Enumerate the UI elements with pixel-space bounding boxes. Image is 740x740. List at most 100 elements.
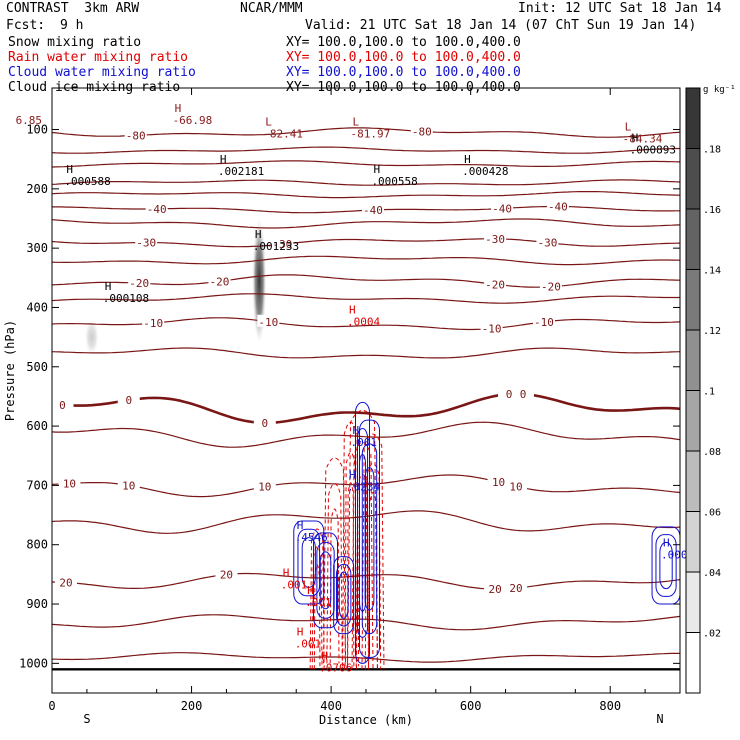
cloud-water-contour-5-2 (659, 541, 673, 590)
extremum-marker-9: H (464, 153, 471, 166)
temperature-contour--50 (52, 179, 680, 186)
temperature-label-bg (410, 124, 433, 137)
temperature-label--20: -20 (541, 281, 561, 294)
temperature-contour--5 (52, 347, 680, 359)
extremum-label-12: .0004 (347, 316, 380, 329)
colorbar-segment-7 (686, 209, 700, 270)
temperature-label--20: -20 (485, 278, 505, 291)
y-tick-label-300: 300 (26, 241, 48, 255)
forecast-hour: 9 h (60, 18, 84, 33)
x-tick-label-0: 0 (48, 699, 55, 713)
temperature-label-bg (135, 235, 158, 248)
temperature-label--40: -40 (147, 203, 167, 216)
colorbar-tick-label-2: .06 (703, 508, 721, 519)
temperature-contour--60 (52, 160, 680, 168)
extremum-marker-8: H (373, 163, 380, 176)
x-tick-label-600: 600 (460, 699, 482, 713)
temperature-label-bg (532, 314, 555, 327)
temperature-label-bg (546, 199, 569, 212)
colorbar-segment-8 (686, 148, 700, 209)
cloud-water-contour-0-0 (293, 520, 325, 605)
temperature-label--30: -30 (485, 233, 505, 246)
extremum-marker-15: H (297, 519, 304, 532)
rain-contour-0-0 (309, 528, 325, 670)
init-time: Init: 12 UTC Sat 18 Jan 14 (518, 1, 722, 16)
y-tick-label-1000: 1000 (19, 656, 48, 670)
temperature-label-bg (253, 415, 276, 428)
temperature-label-bg (145, 201, 168, 214)
extremum-marker-3: L (353, 116, 360, 129)
colorbar-segment-3 (686, 451, 700, 512)
extremum-marker-1: H (175, 102, 182, 115)
temperature-label-10: 10 (509, 480, 522, 493)
extremum-marker-17: H (307, 584, 314, 597)
extremum-label-8: .000558 (371, 175, 417, 188)
cloud-water-contour-0-1 (297, 528, 321, 597)
x-tick-label-400: 400 (320, 699, 342, 713)
temperature-label-bg (484, 582, 507, 595)
y-tick-label-400: 400 (26, 300, 48, 314)
extremum-marker-10: H (255, 228, 262, 241)
temperature-label-20: 20 (59, 576, 72, 589)
extremum-marker-5: H (220, 153, 227, 166)
colorbar-tick-label-6: .14 (703, 266, 721, 277)
temperature-label-bg (117, 478, 140, 491)
colorbar-segment-1 (686, 572, 700, 633)
snow-field-name: Snow mixing ratio (8, 35, 142, 50)
snow-field-xy: XY= 100.0,100.0 to 100.0,400.0 (286, 35, 521, 50)
temperature-label-bg (487, 475, 510, 488)
temperature-label-20: 20 (509, 582, 522, 595)
temperature-label-0: 0 (506, 388, 513, 401)
extremum-label-14: .0234 (347, 480, 380, 493)
extremum-label-13: .001 (351, 436, 378, 449)
extremum-marker-4: L (625, 120, 632, 133)
extremum-marker-18: H (297, 626, 304, 639)
temperature-label-bg (271, 237, 294, 250)
rain-field-name: Rain water mixing ratio (8, 50, 189, 65)
temperature-label-bg (505, 479, 528, 492)
temperature-label-10: 10 (63, 478, 76, 491)
extremum-marker-19: H (321, 649, 328, 662)
extremum-label-16: .001 (281, 578, 308, 591)
temperature-contour--35 (52, 218, 680, 229)
extremum-label-9: .000428 (462, 165, 508, 178)
temperature-label-0: 0 (125, 394, 132, 407)
temperature-label-bg (512, 387, 534, 400)
temperature-contour--45 (52, 191, 680, 199)
rain-contour-2-2 (346, 482, 355, 667)
x-left-end-label: S (83, 712, 90, 726)
cloud-water-contour-3-0 (355, 401, 371, 664)
forecast-label: Fcst: (6, 18, 46, 33)
y-tick-label-500: 500 (26, 360, 48, 374)
extremum-marker-12: H (349, 304, 356, 317)
y-tick-label-600: 600 (26, 419, 48, 433)
rain-contour-3-0 (347, 409, 379, 670)
colorbar-tick-label-0: .02 (703, 629, 721, 640)
colorbar-tick-label-4: .1 (703, 387, 715, 398)
cloud-water-field-xy: XY= 100.0,100.0 to 100.0,400.0 (286, 65, 521, 80)
temperature-contour--25 (52, 255, 680, 266)
cloud-water-contour-5-1 (655, 534, 677, 597)
temperature-label-bg (484, 277, 507, 290)
y-tick-label-800: 800 (26, 538, 48, 552)
temperature-label--80: -80 (412, 125, 432, 138)
temperature-label--10: -10 (482, 323, 502, 336)
temperature-label-bg (484, 231, 507, 244)
temperature-label-10: 10 (492, 476, 505, 489)
colorbar-tick-label-3: .08 (703, 447, 721, 458)
temperature-label--20: -20 (210, 275, 230, 288)
temperature-label-bg (52, 397, 74, 410)
extremum-label-1: -66.98 (173, 114, 213, 127)
temperature-label-20: 20 (488, 583, 501, 596)
cloud-water-contour-2-1 (335, 563, 352, 627)
model-title: CONTRAST 3km ARW (6, 1, 140, 16)
extremum-marker-14: H (349, 468, 356, 481)
temperature-label--40: -40 (363, 204, 383, 217)
valid-time: Valid: 21 UTC Sat 18 Jan 14 (07 ChT Sun … (305, 18, 697, 33)
extremum-marker-7: H (66, 163, 73, 176)
extremum-label-6: .000893 (630, 144, 676, 157)
cloud-water-contour-0-2 (301, 537, 316, 588)
colorbar-tick-label-5: .12 (703, 326, 721, 337)
rain-contour-3-1 (351, 441, 374, 670)
